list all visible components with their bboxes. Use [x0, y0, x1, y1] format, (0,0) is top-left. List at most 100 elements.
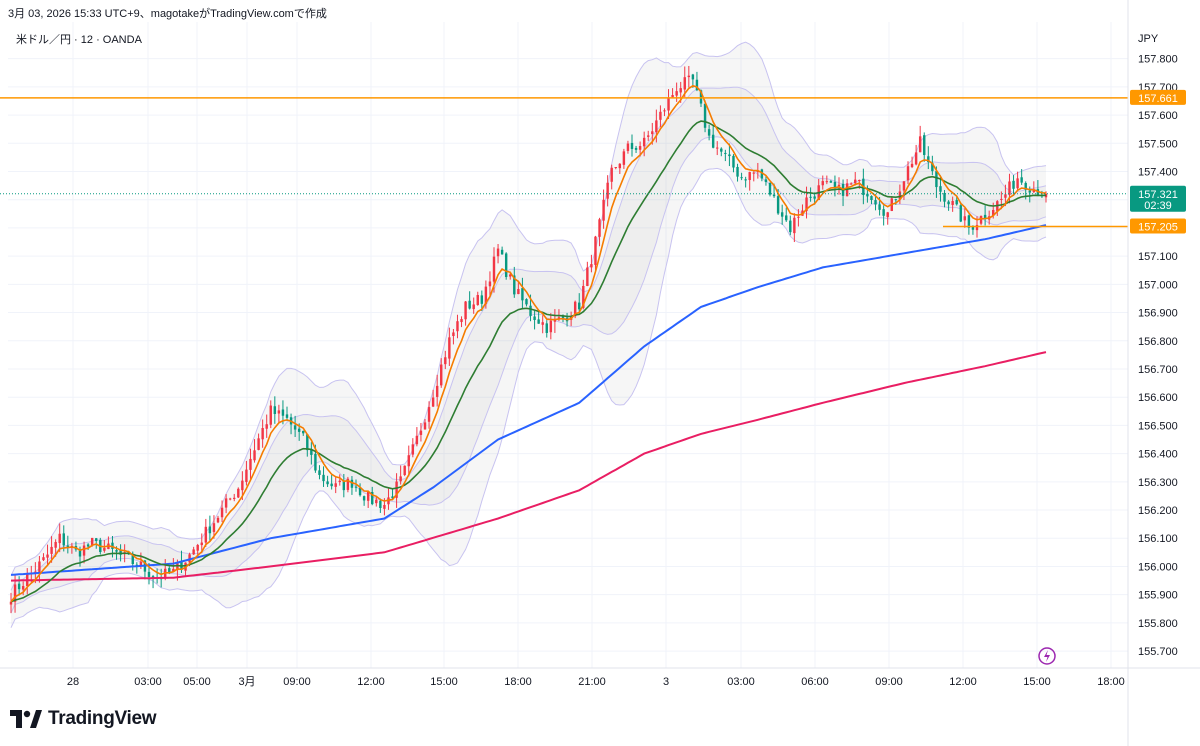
candle-body — [78, 549, 82, 557]
x-tick-label: 3 — [663, 676, 669, 688]
candle-body — [517, 289, 520, 295]
y-tick-label: 155.700 — [1138, 646, 1178, 658]
candle-body — [391, 496, 394, 499]
x-tick-label: 03:00 — [727, 676, 755, 688]
candle-body — [297, 428, 301, 432]
candle-body — [683, 77, 686, 90]
candle-body — [362, 496, 366, 501]
alert-icon[interactable] — [1038, 647, 1056, 665]
candle-body — [34, 571, 37, 573]
x-tick-label: 06:00 — [801, 676, 829, 688]
candle-body — [261, 428, 264, 440]
candle-body — [237, 488, 240, 498]
candle-body — [748, 172, 751, 181]
candle-body — [188, 554, 191, 563]
candle-body — [277, 410, 281, 414]
candle-body — [655, 120, 658, 133]
candle-body — [403, 465, 406, 475]
candle-body — [496, 248, 500, 257]
y-tick-label: 156.400 — [1138, 449, 1178, 461]
candle-body — [833, 181, 837, 188]
candle-body — [902, 181, 906, 191]
candle-body — [703, 103, 707, 128]
candle-body — [659, 111, 662, 120]
candle-body — [484, 286, 488, 304]
candle-body — [371, 492, 374, 505]
candle-body — [306, 434, 309, 451]
candle-body — [318, 470, 321, 475]
candle-body — [42, 557, 45, 561]
candle-body — [115, 550, 118, 552]
candle-body — [168, 568, 171, 573]
candle-body — [90, 537, 94, 546]
y-tick-label: 156.700 — [1138, 364, 1178, 376]
candle-body — [358, 487, 362, 496]
candle-body — [906, 166, 910, 181]
candle-body — [21, 586, 25, 590]
band-lower-outer — [10, 167, 1047, 628]
candle-body — [411, 444, 415, 455]
x-tick-label: 18:00 — [1097, 676, 1125, 688]
candle-body — [488, 281, 492, 287]
candle-body — [866, 193, 869, 197]
x-tick-label: 21:00 — [578, 676, 606, 688]
candle-body — [671, 95, 674, 98]
candle-body — [509, 274, 512, 277]
tradingview-logo[interactable]: TradingView — [10, 708, 157, 730]
candle-body — [95, 538, 98, 541]
x-tick-label: 12:00 — [357, 676, 385, 688]
candle-body — [314, 453, 317, 471]
candle-body — [17, 583, 21, 590]
candle-body — [151, 576, 155, 578]
symbol-legend[interactable]: 米ドル／円 · 12 · OANDA — [16, 34, 142, 46]
x-tick-label: 18:00 — [504, 676, 532, 688]
currency-label[interactable]: JPY — [1138, 33, 1159, 45]
candle-body — [963, 216, 967, 221]
candle-body — [878, 204, 881, 210]
y-tick-label: 156.800 — [1138, 336, 1178, 348]
hline-1-tag — [1130, 218, 1186, 234]
y-tick-label: 156.100 — [1138, 533, 1178, 545]
candle-body — [249, 458, 252, 470]
candle-body — [578, 302, 581, 310]
candle-body — [521, 288, 524, 301]
candle-body — [914, 152, 918, 165]
candle-body — [13, 584, 17, 602]
candle-body — [622, 151, 626, 165]
candle-body — [610, 167, 613, 182]
candle-body — [805, 197, 808, 211]
candle-body — [752, 172, 755, 174]
candle-body — [431, 397, 435, 407]
hline-0-tag — [1130, 89, 1186, 105]
candle-body — [326, 481, 329, 485]
ma-longest-line — [10, 351, 1047, 582]
candle-body — [46, 554, 49, 558]
candle-body — [992, 209, 995, 216]
candle-body — [228, 498, 232, 500]
candle-body — [971, 226, 975, 230]
candle-body — [606, 182, 609, 199]
candle-body — [663, 110, 666, 112]
candle-body — [837, 184, 841, 187]
candle-body — [196, 544, 199, 551]
x-tick-label: 05:00 — [183, 676, 211, 688]
candle-body — [269, 405, 272, 425]
candle-body — [651, 131, 654, 135]
candle-body — [602, 199, 605, 221]
candle-body — [849, 183, 853, 185]
candle-body — [780, 212, 784, 217]
candle-body — [675, 91, 678, 96]
candle-body — [691, 74, 695, 80]
x-tick-label: 15:00 — [1023, 676, 1051, 688]
candle-body — [939, 186, 942, 192]
candle-body — [500, 249, 504, 255]
candle-body — [86, 544, 90, 547]
candle-body — [789, 220, 792, 233]
candle-body — [200, 542, 203, 546]
candle-body — [1032, 189, 1036, 193]
x-tick-label: 15:00 — [430, 676, 458, 688]
y-tick-label: 157.800 — [1138, 54, 1178, 66]
candle-body — [882, 209, 885, 216]
chart-header-title: 3月 03, 2026 15:33 UTC+9、magotakeがTrading… — [8, 8, 327, 20]
